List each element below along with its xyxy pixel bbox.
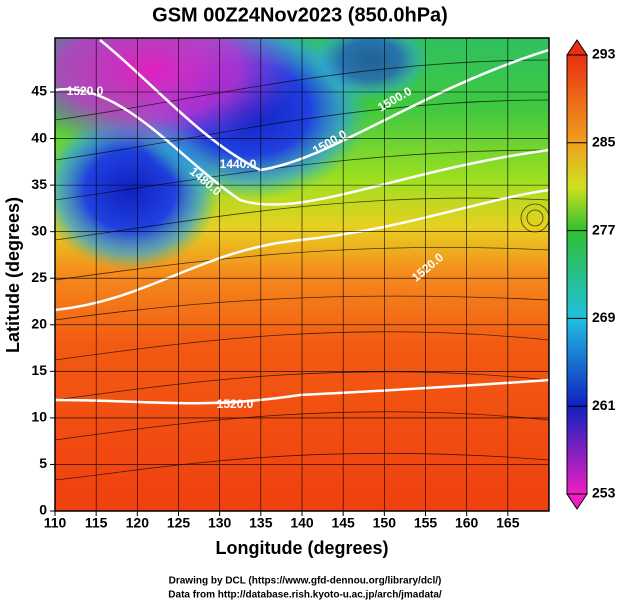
x-tick-label: 120: [126, 515, 150, 531]
credit: Data from http://database.rish.kyoto-u.a…: [168, 590, 442, 601]
x-tick-label: 165: [496, 515, 520, 531]
colorbar-min-arrow: [566, 493, 588, 510]
credit: Drawing by DCL (https://www.gfd-dennou.o…: [169, 576, 442, 587]
x-tick-label: 155: [414, 515, 438, 531]
colorbar-tick-label: 285: [592, 134, 616, 150]
y-tick-label: 30: [31, 222, 47, 238]
colorbar-max-arrow: [566, 39, 588, 56]
y-tick-label: 45: [31, 83, 47, 99]
title: GSM 00Z24Nov2023 (850.0hPa): [152, 4, 448, 26]
colorbar-tick-label: 253: [592, 485, 616, 501]
y-tick-label: 0: [39, 502, 47, 518]
y-tick-label: 25: [31, 269, 47, 285]
contour-label: 1520.0: [217, 397, 254, 411]
y-tick-label: 40: [31, 129, 47, 145]
x-tick-label: 135: [249, 515, 273, 531]
y-tick-label: 10: [31, 409, 47, 425]
contour-label: 1440.0: [220, 157, 257, 171]
x-tick-label: 125: [167, 515, 191, 531]
y-axis-label: Latitude (degrees): [3, 197, 23, 353]
contour-label: 1520.0: [67, 84, 104, 98]
x-tick-label: 140: [290, 515, 314, 531]
x-tick-label: 160: [455, 515, 479, 531]
x-axis-label: Longitude (degrees): [215, 538, 388, 558]
y-tick-label: 15: [31, 362, 47, 378]
colorbar-tick-label: 269: [592, 309, 616, 325]
x-tick-label: 130: [208, 515, 232, 531]
colorbar-tick-label: 293: [592, 46, 616, 62]
y-tick-label: 35: [31, 176, 47, 192]
x-tick-label: 115: [85, 515, 108, 531]
colorbar-tick-label: 277: [592, 221, 616, 237]
colorbar-tick-label: 261: [592, 397, 616, 413]
y-tick-label: 20: [31, 315, 47, 331]
y-tick-label: 5: [39, 455, 47, 471]
colorbar: [566, 54, 588, 495]
x-tick-label: 110: [44, 515, 67, 531]
x-tick-label: 150: [373, 515, 397, 531]
x-tick-label: 145: [331, 515, 355, 531]
